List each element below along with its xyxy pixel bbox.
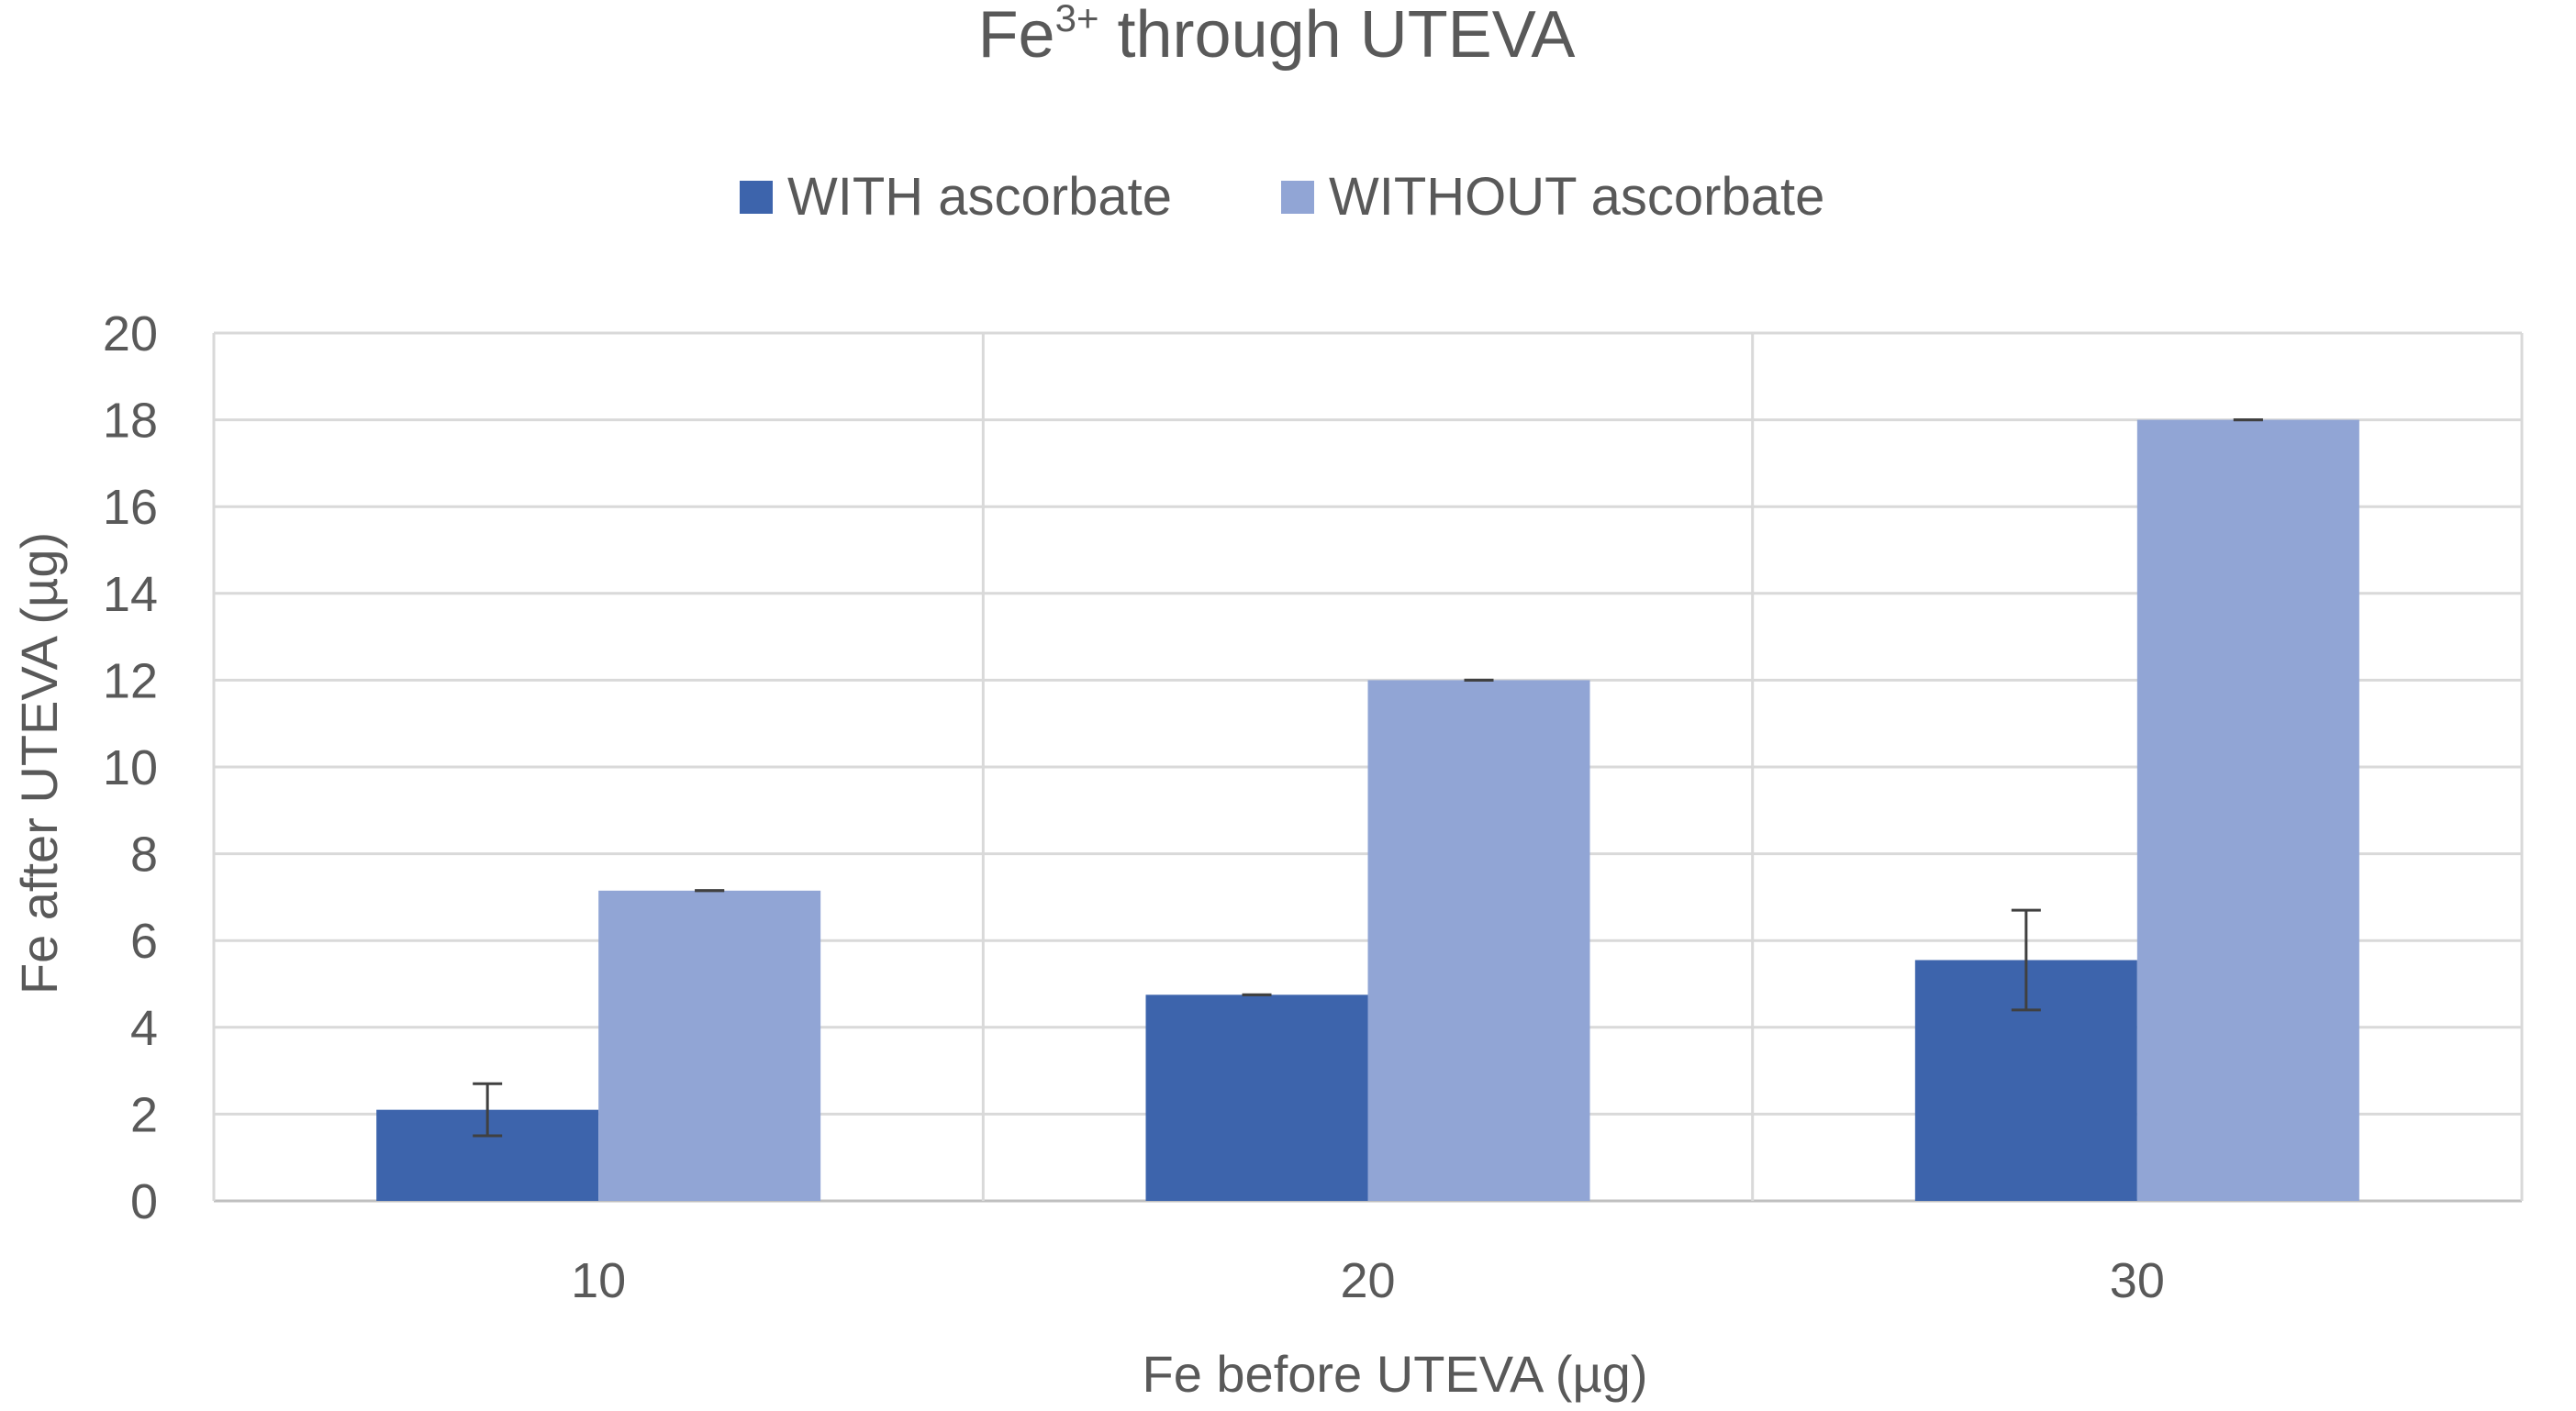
y-tick-label-8: 8 bbox=[130, 828, 158, 883]
x-tick-labels: 10 20 30 bbox=[571, 1253, 2165, 1308]
legend-swatch bbox=[740, 181, 773, 214]
y-tick-label-6: 6 bbox=[130, 914, 158, 969]
error-bar-with-30 bbox=[2011, 908, 2041, 1012]
y-tick-label-20: 20 bbox=[103, 306, 158, 361]
y-tick-label-12: 12 bbox=[103, 653, 158, 708]
legend-label: WITHOUT ascorbate bbox=[1329, 167, 1824, 227]
x-axis-label: Fe before UTEVA (µg) bbox=[1143, 1345, 1648, 1403]
legend-item-with: WITH ascorbate bbox=[740, 167, 1172, 227]
y-tick-label-10: 10 bbox=[103, 740, 158, 795]
y-tick-label-2: 2 bbox=[130, 1087, 158, 1142]
bar-without-20 bbox=[1367, 680, 1590, 1201]
y-tick-label-0: 0 bbox=[130, 1174, 158, 1229]
bar-with-20 bbox=[1145, 994, 1368, 1201]
y-tick-label-14: 14 bbox=[103, 567, 158, 622]
bar-without-30 bbox=[2136, 419, 2359, 1202]
y-tick-labels: 0 2 4 6 8 10 12 14 16 18 20 bbox=[103, 306, 158, 1229]
chart-title-rest: through UTEVA bbox=[1099, 0, 1576, 72]
y-tick-label-4: 4 bbox=[130, 1001, 158, 1056]
chart-title: Fe3+ through UTEVA bbox=[978, 0, 1576, 72]
y-tick-label-18: 18 bbox=[103, 394, 158, 449]
x-tick-label-30: 30 bbox=[2110, 1253, 2165, 1308]
bars bbox=[376, 419, 2359, 1202]
bar-without-10 bbox=[598, 890, 821, 1201]
x-tick-label-20: 20 bbox=[1340, 1253, 1395, 1308]
chart-title-main: Fe bbox=[978, 0, 1055, 72]
x-tick-label-10: 10 bbox=[571, 1253, 626, 1308]
chart-title-superscript: 3+ bbox=[1055, 0, 1099, 39]
legend: WITH ascorbate WITHOUT ascorbate bbox=[740, 167, 1824, 227]
error-bars bbox=[473, 418, 2263, 1138]
error-bar-with-10 bbox=[473, 1082, 503, 1138]
legend-swatch bbox=[1281, 181, 1314, 214]
y-axis-label: Fe after UTEVA (µg) bbox=[10, 532, 68, 994]
legend-label: WITH ascorbate bbox=[787, 167, 1172, 227]
y-tick-label-16: 16 bbox=[103, 480, 158, 535]
legend-item-without: WITHOUT ascorbate bbox=[1281, 167, 1824, 227]
